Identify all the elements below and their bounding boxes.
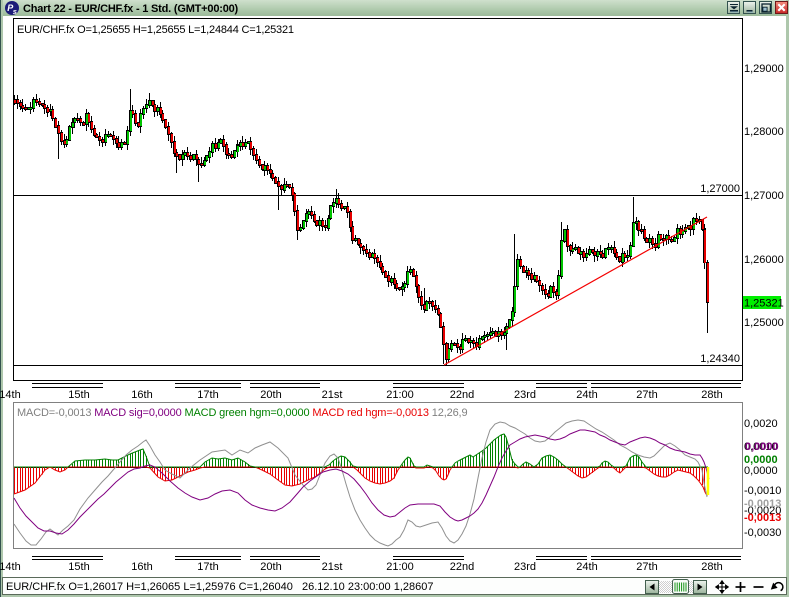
svg-text:27th: 27th	[636, 389, 657, 401]
svg-text:16th: 16th	[131, 389, 152, 401]
svg-text:21:00: 21:00	[386, 389, 414, 401]
svg-text:1,27000: 1,27000	[700, 183, 740, 195]
svg-text:20th: 20th	[260, 389, 281, 401]
svg-text:1,24340: 1,24340	[700, 353, 740, 365]
svg-text:s: s	[13, 7, 17, 16]
svg-text:15th: 15th	[68, 561, 89, 573]
svg-text:24th: 24th	[576, 561, 597, 573]
svg-text:21st: 21st	[322, 389, 343, 401]
svg-text:-0,0030: -0,0030	[744, 527, 781, 539]
svg-text:23rd: 23rd	[514, 389, 536, 401]
svg-text:17th: 17th	[197, 389, 218, 401]
svg-text:15th: 15th	[68, 389, 89, 401]
svg-text:-0,0020: -0,0020	[744, 505, 781, 517]
svg-text:-0,0013: -0,0013	[744, 512, 781, 524]
svg-text:21st: 21st	[322, 561, 343, 573]
svg-text:21:00: 21:00	[386, 561, 414, 573]
svg-text:P: P	[7, 3, 14, 13]
svg-text:22nd: 22nd	[450, 389, 474, 401]
svg-text:28th: 28th	[701, 389, 722, 401]
svg-text:27th: 27th	[636, 561, 657, 573]
svg-text:0,0000: 0,0000	[744, 465, 778, 477]
svg-text:14th: 14th	[0, 561, 21, 573]
svg-text:-0,0013: -0,0013	[744, 498, 781, 510]
svg-text:1,26000: 1,26000	[744, 254, 784, 266]
svg-text:-0,0010: -0,0010	[744, 485, 781, 497]
svg-text:22nd: 22nd	[450, 561, 474, 573]
svg-text:14th: 14th	[0, 389, 21, 401]
svg-text:0,0010: 0,0010	[744, 441, 778, 453]
svg-text:1,25321: 1,25321	[744, 298, 784, 310]
svg-text:0,0020: 0,0020	[744, 418, 778, 430]
svg-text:0,0000: 0,0000	[744, 454, 778, 466]
svg-text:1,28000: 1,28000	[744, 126, 784, 138]
svg-text:Chart 22 - EUR/CHF.fx - 1 Std.: Chart 22 - EUR/CHF.fx - 1 Std. (GMT+00:0…	[23, 3, 239, 15]
svg-text:16th: 16th	[131, 561, 152, 573]
svg-text:23rd: 23rd	[514, 561, 536, 573]
svg-text:24th: 24th	[576, 389, 597, 401]
svg-text:17th: 17th	[197, 561, 218, 573]
svg-text:EUR/CHF.fx O=1,26017 H=1,26065: EUR/CHF.fx O=1,26017 H=1,26065 L=1,25976…	[6, 581, 434, 593]
svg-text:0,0000: 0,0000	[745, 441, 779, 453]
svg-text:1,29000: 1,29000	[744, 63, 784, 75]
svg-text:28th: 28th	[701, 561, 722, 573]
svg-text:1,25000: 1,25000	[744, 317, 784, 329]
svg-text:MACD=-0,0013 MACD sig=0,0000 M: MACD=-0,0013 MACD sig=0,0000 MACD green …	[17, 407, 467, 419]
svg-text:1,27000: 1,27000	[744, 190, 784, 202]
svg-text:EUR/CHF.fx O=1,25655 H=1,25655: EUR/CHF.fx O=1,25655 H=1,25655 L=1,24844…	[17, 24, 294, 36]
svg-text:20th: 20th	[260, 561, 281, 573]
